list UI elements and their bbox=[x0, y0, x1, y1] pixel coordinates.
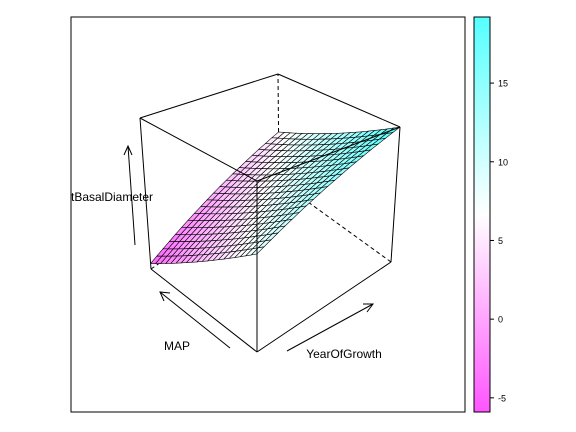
color-key-ticks: -5 0 5 10 15 bbox=[490, 79, 508, 403]
axis-label-z: tBasalDiameter bbox=[71, 190, 153, 204]
axis-label-y: YearOfGrowth bbox=[306, 347, 382, 361]
color-key bbox=[473, 16, 491, 413]
color-key-tick-label: 10 bbox=[498, 157, 508, 167]
color-key-tick-label: -5 bbox=[498, 393, 506, 403]
plot-panel bbox=[70, 16, 466, 413]
surface-mesh bbox=[149, 126, 401, 264]
axis-arrow-y bbox=[286, 303, 374, 352]
box-edge bbox=[277, 73, 401, 128]
bounding-box-front bbox=[139, 73, 401, 353]
color-key-tick-label: 15 bbox=[498, 79, 508, 89]
box-edge bbox=[256, 126, 401, 182]
box-edge bbox=[150, 268, 258, 353]
surface-facet bbox=[250, 246, 265, 256]
axis-arrow-z bbox=[123, 144, 136, 246]
box-edge bbox=[256, 261, 392, 353]
axis-arrow-x bbox=[159, 291, 231, 349]
box-edge bbox=[139, 117, 258, 182]
box-edge bbox=[139, 73, 279, 119]
color-key-bar bbox=[473, 16, 491, 413]
axis-label-x: MAP bbox=[164, 339, 190, 353]
box-edge bbox=[390, 126, 401, 263]
color-key-tick-label: 0 bbox=[498, 315, 503, 325]
box-edge bbox=[139, 117, 152, 270]
color-key-tick-label: 5 bbox=[498, 236, 503, 246]
